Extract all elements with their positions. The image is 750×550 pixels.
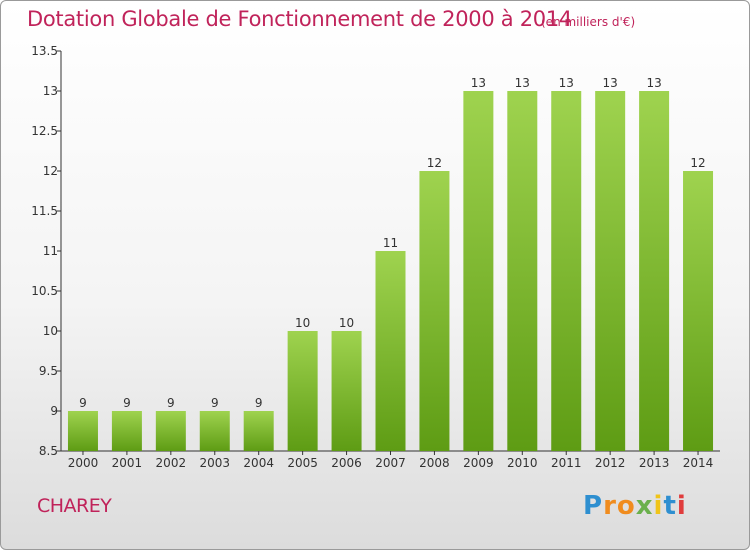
data-label: 13 bbox=[603, 76, 618, 90]
y-tick-label: 9 bbox=[50, 404, 58, 418]
x-tick-label: 2004 bbox=[243, 456, 274, 470]
data-label: 10 bbox=[295, 316, 310, 330]
bar bbox=[155, 411, 186, 451]
logo-letter: o bbox=[616, 491, 636, 521]
x-tick-label: 2010 bbox=[507, 456, 538, 470]
x-tick-label: 2005 bbox=[287, 456, 318, 470]
bar bbox=[683, 171, 714, 451]
x-tick-label: 2006 bbox=[331, 456, 362, 470]
y-tick-label: 12 bbox=[43, 164, 58, 178]
x-tick-label: 2013 bbox=[639, 456, 670, 470]
y-tick-label: 13.5 bbox=[31, 44, 58, 58]
x-tick-label: 2014 bbox=[683, 456, 714, 470]
logo-letter: t bbox=[663, 491, 677, 521]
location-label: CHAREY bbox=[37, 495, 112, 517]
data-label: 12 bbox=[690, 156, 705, 170]
logo-letter: i bbox=[653, 491, 664, 521]
bar bbox=[595, 91, 626, 451]
bar bbox=[111, 411, 142, 451]
data-label: 13 bbox=[559, 76, 574, 90]
x-tick-label: 2007 bbox=[375, 456, 406, 470]
y-tick-label: 9.5 bbox=[39, 364, 58, 378]
logo-letter: r bbox=[603, 491, 617, 521]
y-tick-label: 11.5 bbox=[31, 204, 58, 218]
logo-letter: P bbox=[583, 491, 604, 521]
data-label: 12 bbox=[427, 156, 442, 170]
data-label: 9 bbox=[211, 396, 219, 410]
bar bbox=[507, 91, 538, 451]
x-tick-label: 2003 bbox=[199, 456, 230, 470]
bars bbox=[67, 91, 714, 451]
bar bbox=[243, 411, 274, 451]
data-label: 11 bbox=[383, 236, 398, 250]
x-tick-label: 2008 bbox=[419, 456, 450, 470]
bar bbox=[639, 91, 670, 451]
y-tick-label: 12.5 bbox=[31, 124, 58, 138]
bar bbox=[199, 411, 230, 451]
y-tick-label: 10 bbox=[43, 324, 58, 338]
bar bbox=[287, 331, 318, 451]
data-label: 10 bbox=[339, 316, 354, 330]
x-tick-label: 2012 bbox=[595, 456, 626, 470]
data-label: 9 bbox=[123, 396, 131, 410]
y-tick-label: 13 bbox=[43, 84, 58, 98]
logo-letter: x bbox=[635, 491, 654, 521]
chart-title: Dotation Globale de Fonctionnement de 20… bbox=[27, 7, 572, 31]
x-tick-label: 2000 bbox=[68, 456, 99, 470]
x-tick-label: 2009 bbox=[463, 456, 494, 470]
logo-letter: i bbox=[676, 491, 687, 521]
bar bbox=[551, 91, 582, 451]
data-label: 9 bbox=[255, 396, 263, 410]
bar bbox=[463, 91, 494, 451]
y-tick-label: 10.5 bbox=[31, 284, 58, 298]
y-tick-label: 11 bbox=[43, 244, 58, 258]
y-tick-label: 8.5 bbox=[39, 444, 58, 458]
x-tick-label: 2011 bbox=[551, 456, 582, 470]
data-label: 9 bbox=[79, 396, 87, 410]
data-labels: 9 9 9 9 9 10 10 11 12 13 13 13 13 13 12 bbox=[79, 76, 706, 410]
data-label: 13 bbox=[471, 76, 486, 90]
bar bbox=[331, 331, 362, 451]
data-label: 13 bbox=[515, 76, 530, 90]
data-label: 13 bbox=[646, 76, 661, 90]
x-tick-label: 2002 bbox=[156, 456, 187, 470]
axes: 8.5 9 9.5 10 10.5 11 11.5 12 12.5 13 13.5 2000 2001 2… bbox=[31, 44, 720, 470]
chart-subtitle: (en milliers d'€) bbox=[541, 15, 636, 29]
data-label: 9 bbox=[167, 396, 175, 410]
bar bbox=[419, 171, 450, 451]
bar bbox=[67, 411, 98, 451]
x-tick-label: 2001 bbox=[112, 456, 143, 470]
bar bbox=[375, 251, 406, 451]
proxiti-logo: Proxiti bbox=[583, 491, 687, 521]
